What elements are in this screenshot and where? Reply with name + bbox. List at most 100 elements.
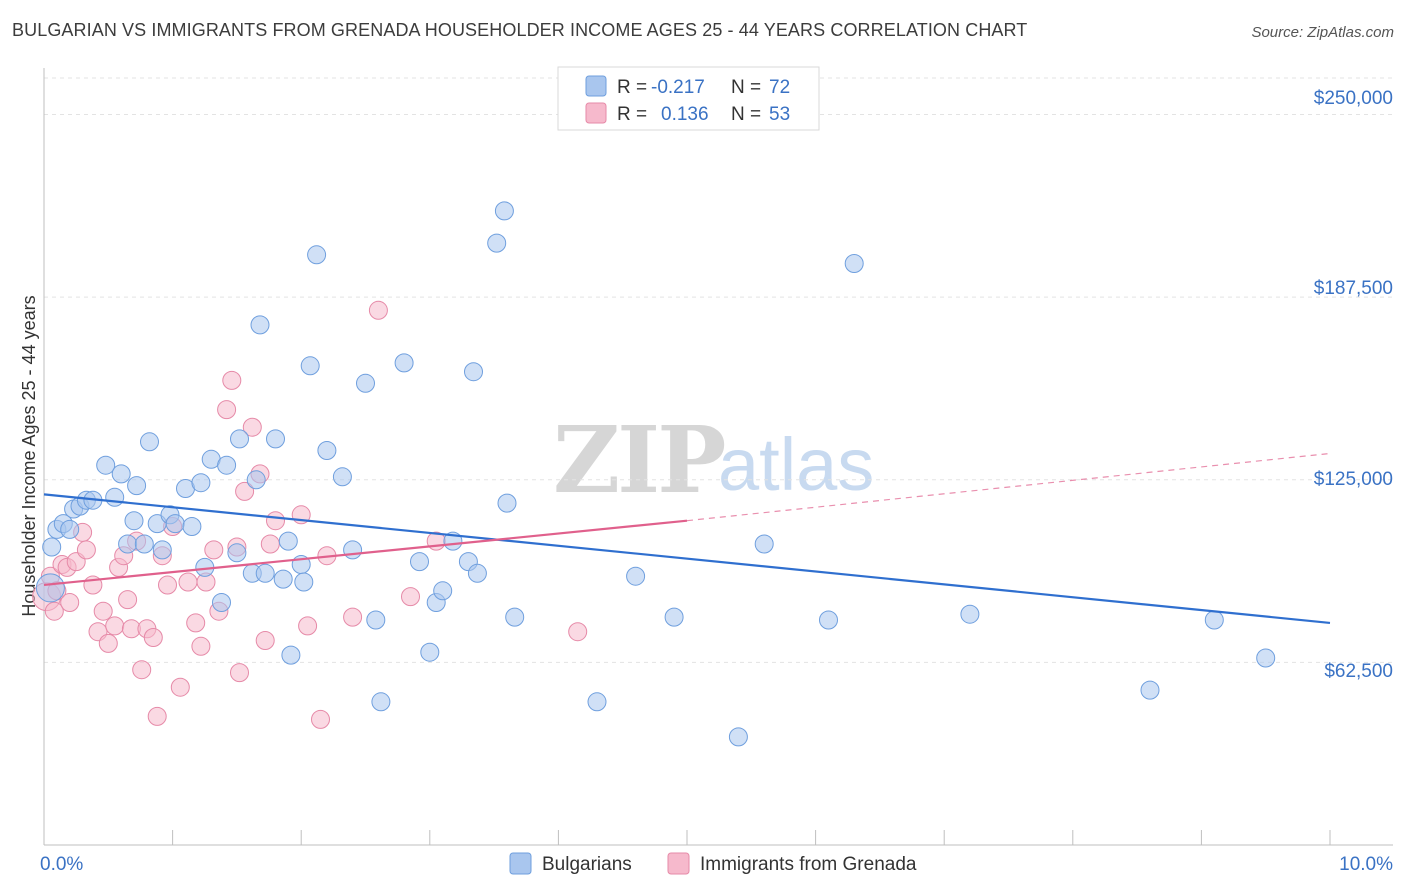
bulgarian-point: [230, 429, 249, 449]
trend-lines: [43, 452, 1331, 625]
trend-line-grenada: [43, 519, 688, 587]
legend-swatch-bulgarians: [585, 75, 607, 97]
trend-line-grenada-extrapolated: [686, 452, 1331, 522]
grenada-point: [93, 601, 113, 621]
y-tick-label: $250,000: [1314, 88, 1393, 109]
bulgarian-point: [60, 519, 80, 539]
grenada-point: [235, 481, 255, 501]
grenada-point: [178, 572, 198, 592]
grenada-point: [191, 636, 211, 656]
bulgarian-point: [140, 432, 159, 452]
bulgarian-point: [42, 537, 62, 557]
grenada-point: [568, 622, 588, 642]
legend-n-label: N =: [731, 104, 761, 125]
grenada-point: [98, 633, 118, 653]
grenada-point: [401, 587, 420, 607]
bottom-legend-swatch-grenada: [667, 852, 690, 875]
bulgarian-point: [467, 563, 487, 583]
bulgarian-point: [35, 573, 65, 603]
grenada-point: [266, 511, 285, 531]
bulgarian-point: [356, 373, 375, 393]
bulgarian-point: [487, 233, 507, 253]
bulgarian-point: [182, 517, 202, 536]
legend-n-value: 72: [769, 77, 790, 98]
grenada-point: [343, 607, 363, 627]
grenada-point: [158, 575, 177, 595]
x-tick-label-max: 10.0%: [1339, 854, 1393, 875]
watermark-atlas: atlas: [718, 423, 874, 506]
bulgarian-point: [105, 487, 125, 507]
bulgarian-point: [505, 607, 525, 627]
bulgarian-point: [152, 540, 172, 560]
bulgarian-point: [819, 610, 838, 630]
bulgarian-point: [127, 476, 147, 496]
bulgarian-point: [96, 455, 116, 475]
grenada-point: [222, 370, 242, 390]
grenada-point: [147, 706, 167, 726]
grenada-point: [118, 590, 138, 610]
bulgarian-point: [111, 464, 131, 484]
grenada-point: [260, 534, 280, 554]
bulgarian-point: [250, 315, 270, 335]
bulgarian-point: [281, 645, 301, 665]
legend-swatch-grenada: [585, 102, 607, 124]
bulgarian-point: [960, 604, 980, 624]
bulgarian-point: [212, 593, 231, 612]
bulgarian-point: [728, 727, 748, 747]
grenada-point: [60, 593, 80, 612]
bottom-legend-label-bulgarians: Bulgarians: [542, 854, 632, 875]
bulgarian-point: [165, 514, 185, 534]
legend-r-value: -0.217: [651, 77, 705, 98]
x-axis-ticks: [172, 830, 1331, 845]
grenada-point: [143, 628, 163, 647]
bulgarian-point: [754, 534, 774, 554]
bulgarian-point: [433, 581, 453, 601]
bulgarian-point: [1256, 648, 1276, 668]
bulgarian-point: [464, 362, 483, 382]
bulgarian-point: [300, 356, 320, 376]
series-bulgarians-points: [35, 201, 1276, 747]
series-legend: Bulgarians Immigrants from Grenada: [509, 852, 917, 875]
bottom-legend-label-grenada: Immigrants from Grenada: [700, 854, 917, 875]
bulgarian-point: [317, 441, 337, 460]
grenada-point: [217, 400, 237, 420]
grenada-point: [204, 540, 224, 560]
bulgarian-point: [278, 531, 298, 551]
grenada-point: [132, 660, 152, 680]
bulgarian-point: [118, 534, 138, 554]
y-axis-title: Householder Income Ages 25 - 44 years: [19, 295, 39, 616]
bulgarian-point: [255, 563, 275, 583]
bulgarian-point: [371, 692, 391, 712]
bulgarian-point: [273, 569, 293, 589]
grenada-point: [76, 540, 96, 560]
chart-title: BULGARIAN VS IMMIGRANTS FROM GRENADA HOU…: [12, 20, 1028, 40]
bulgarian-point: [191, 473, 211, 493]
bulgarian-point: [266, 429, 285, 449]
bulgarian-point: [494, 201, 514, 221]
grenada-point: [311, 709, 330, 729]
legend-n-label: N =: [731, 77, 761, 98]
bulgarian-point: [844, 254, 864, 273]
bulgarian-point: [343, 540, 363, 560]
bulgarian-point: [217, 455, 237, 475]
legend-n-value: 53: [769, 104, 790, 125]
legend-r-value: 0.136: [661, 104, 709, 125]
bulgarian-point: [626, 566, 646, 586]
bulgarian-point: [246, 470, 266, 490]
y-tick-label: $187,500: [1314, 278, 1393, 299]
bulgarian-point: [124, 511, 144, 531]
bulgarian-point: [394, 353, 414, 373]
bulgarian-point: [410, 552, 429, 572]
bottom-legend-swatch-bulgarians: [509, 852, 532, 875]
grenada-point: [44, 601, 64, 621]
bulgarian-point: [294, 572, 314, 592]
chart-source: Source: ZipAtlas.com: [1251, 24, 1394, 41]
grenada-point: [242, 417, 262, 437]
bulgarian-point: [366, 610, 386, 630]
x-tick-label-min: 0.0%: [40, 854, 83, 875]
bulgarian-point: [1140, 680, 1160, 700]
bulgarian-point: [420, 642, 440, 662]
grenada-point: [170, 677, 190, 697]
bulgarian-point: [134, 534, 154, 554]
